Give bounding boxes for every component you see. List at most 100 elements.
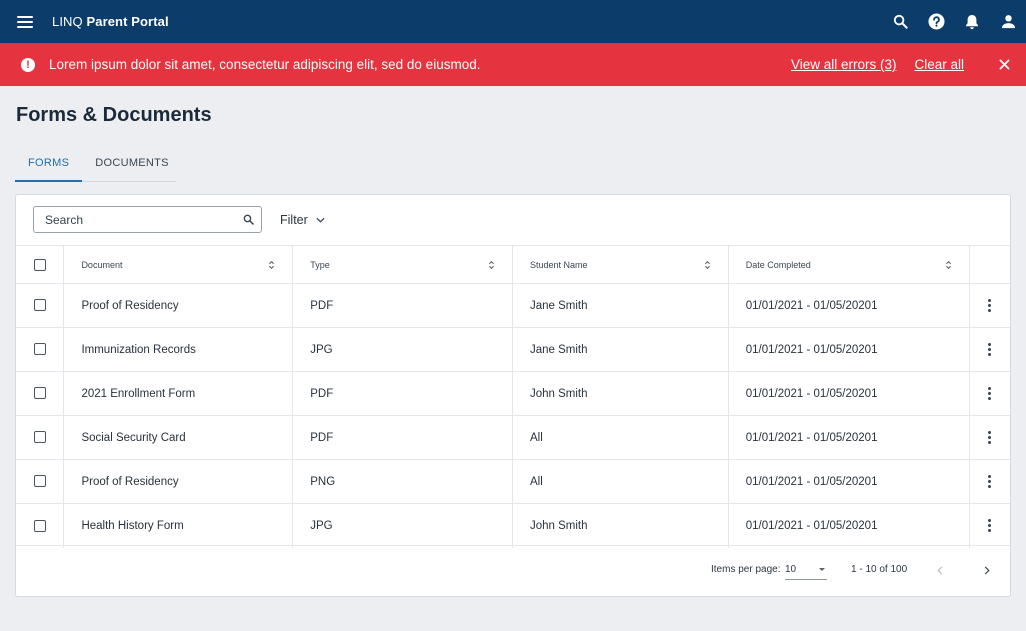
row-checkbox[interactable] [33, 475, 46, 488]
row-select-cell [16, 283, 64, 328]
row-actions-cell [968, 327, 1010, 372]
more-vert-icon[interactable] [982, 517, 997, 534]
cell-date-completed: 01/01/2021 - 01/05/20201 [727, 415, 969, 460]
row-actions-cell [968, 371, 1010, 416]
items-per-page-label: Items per page: [711, 564, 781, 575]
table-row: Health History Form JPG John Smith 01/01… [16, 503, 1010, 548]
tab-documents[interactable]: DOCUMENTS [95, 157, 169, 169]
cell-type: PDF [292, 371, 513, 416]
search-icon[interactable] [882, 0, 918, 43]
app-header: LINQ Parent Portal [0, 0, 1026, 43]
banner-message: Lorem ipsum dolor sit amet, consectetur … [49, 57, 481, 72]
previous-page-button[interactable] [930, 559, 950, 581]
row-checkbox[interactable] [33, 343, 46, 356]
cell-type: PDF [292, 283, 513, 328]
more-vert-icon[interactable] [982, 341, 997, 358]
sort-icon[interactable] [945, 260, 952, 270]
tab-forms[interactable]: FORMS [15, 145, 83, 182]
page-title: Forms & Documents [16, 104, 212, 126]
row-actions-cell [968, 283, 1010, 328]
next-page-button[interactable] [977, 559, 997, 581]
cell-date-completed: 01/01/2021 - 01/05/20201 [727, 371, 969, 416]
table-row: Immunization Records JPG Jane Smith 01/0… [16, 327, 1010, 372]
table-row: 2021 Enrollment Form PDF John Smith 01/0… [16, 371, 1010, 416]
search-input[interactable]: Search [33, 206, 262, 233]
cell-student-name: Jane Smith [511, 283, 729, 328]
actions-header-cell [968, 245, 1010, 284]
view-all-errors-link[interactable]: View all errors (3) [790, 57, 897, 72]
column-label: Student Name [529, 259, 588, 270]
filter-dropdown[interactable]: Filter [280, 206, 325, 233]
cell-document[interactable]: Social Security Card [63, 415, 293, 460]
cell-document[interactable]: Proof of Residency [63, 459, 293, 504]
items-per-page-select[interactable]: 10 [785, 560, 827, 580]
row-checkbox[interactable] [33, 431, 46, 444]
cell-student-name: John Smith [511, 503, 729, 548]
cell-date-completed: 01/01/2021 - 01/05/20201 [727, 503, 969, 548]
table-header-row: Document Type Student Name Date Complete… [16, 245, 1010, 284]
column-header-type: Type [292, 245, 513, 284]
cell-type: PDF [292, 415, 513, 460]
more-vert-icon[interactable] [982, 429, 997, 446]
alert-icon: ! [21, 57, 35, 72]
filter-label: Filter [280, 212, 308, 227]
cell-document[interactable]: Health History Form [63, 503, 293, 548]
cell-student-name: All [511, 415, 729, 460]
select-all-checkbox[interactable] [33, 258, 46, 271]
cell-student-name: John Smith [511, 371, 729, 416]
pagination-bar: Items per page: 10 1 - 10 of 100 [16, 545, 1010, 596]
cell-student-name: Jane Smith [511, 327, 729, 372]
row-checkbox[interactable] [33, 519, 46, 532]
column-header-student-name: Student Name [511, 245, 729, 284]
sort-icon[interactable] [488, 260, 495, 270]
row-select-cell [16, 415, 64, 460]
menu-icon[interactable] [17, 15, 33, 28]
row-select-cell [16, 459, 64, 504]
row-actions-cell [968, 503, 1010, 548]
column-label: Document [81, 259, 123, 270]
more-vert-icon[interactable] [982, 385, 997, 402]
cell-date-completed: 01/01/2021 - 01/05/20201 [727, 327, 969, 372]
help-icon[interactable] [918, 0, 954, 43]
table-row: Social Security Card PDF All 01/01/2021 … [16, 415, 1010, 460]
cell-date-completed: 01/01/2021 - 01/05/20201 [727, 283, 969, 328]
error-banner: ! Lorem ipsum dolor sit amet, consectetu… [0, 43, 1026, 86]
close-icon[interactable] [982, 43, 1026, 86]
clear-all-link[interactable]: Clear all [914, 57, 964, 72]
sort-icon[interactable] [704, 260, 711, 270]
cell-document[interactable]: Immunization Records [63, 327, 293, 372]
account-icon[interactable] [990, 0, 1026, 43]
row-actions-cell [968, 459, 1010, 504]
chevron-right-icon [984, 565, 990, 575]
row-select-cell [16, 503, 64, 548]
sort-icon[interactable] [268, 260, 275, 270]
select-all-cell [16, 245, 64, 284]
more-vert-icon[interactable] [982, 297, 997, 314]
more-vert-icon[interactable] [982, 473, 997, 490]
row-select-cell [16, 327, 64, 372]
documents-card: Search Filter Document Type Student Name [15, 194, 1011, 597]
tab-bar: FORMS DOCUMENTS [15, 145, 176, 182]
column-header-date-completed: Date Completed [727, 245, 969, 284]
pagination-range: 1 - 10 of 100 [851, 564, 908, 575]
row-checkbox[interactable] [33, 299, 46, 312]
table-row: Proof of Residency PDF Jane Smith 01/01/… [16, 283, 1010, 328]
column-label: Date Completed [745, 259, 811, 270]
cell-type: JPG [292, 503, 513, 548]
dropdown-caret-icon [819, 568, 825, 571]
documents-table: Document Type Student Name Date Complete… [16, 245, 1010, 548]
search-placeholder: Search [45, 212, 84, 227]
cell-type: PNG [292, 459, 513, 504]
chevron-down-icon [316, 217, 325, 223]
table-row: Proof of Residency PNG All 01/01/2021 - … [16, 459, 1010, 504]
row-actions-cell [968, 415, 1010, 460]
cell-document[interactable]: 2021 Enrollment Form [63, 371, 293, 416]
column-header-document: Document [63, 245, 293, 284]
cell-type: JPG [292, 327, 513, 372]
bell-icon[interactable] [954, 0, 990, 43]
app-title: LINQ Parent Portal [52, 14, 169, 29]
row-select-cell [16, 371, 64, 416]
row-checkbox[interactable] [33, 387, 46, 400]
cell-student-name: All [511, 459, 729, 504]
cell-document[interactable]: Proof of Residency [63, 283, 293, 328]
